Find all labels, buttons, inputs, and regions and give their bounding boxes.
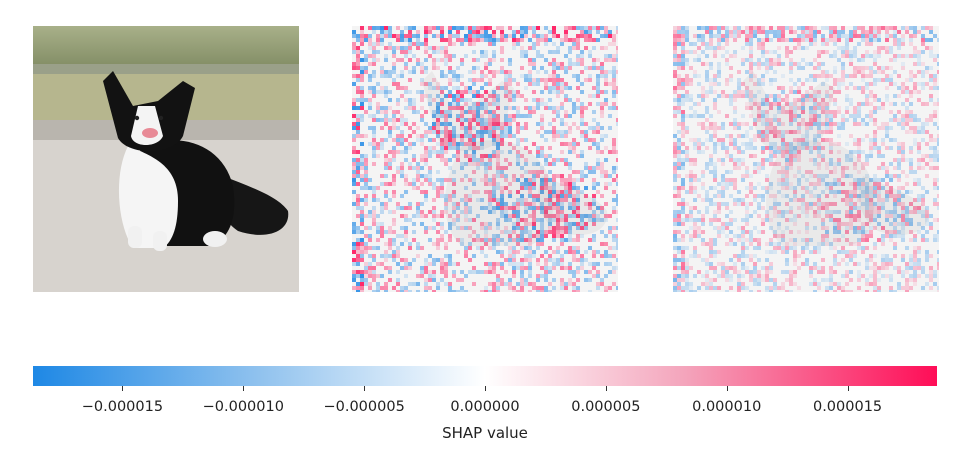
colorbar-tick [726,386,728,391]
shap-heatmap-1 [352,26,618,292]
colorbar-tick-label: 0.000005 [571,399,641,415]
colorbar-tick-label: −0.000015 [81,399,164,415]
colorbar-tick [243,386,245,391]
colorbar-ticks: −0.000015 −0.000010 −0.000005 0.000000 0.000… [33,386,937,426]
colorbar-tick [122,386,124,391]
colorbar-tick-label: 0.000010 [692,399,762,415]
colorbar-label: SHAP value [442,424,528,442]
input-dog-photo [33,26,299,292]
shap-colorbar [33,366,937,386]
colorbar-tick [605,386,607,391]
colorbar-tick-label: 0.000000 [450,399,520,415]
colorbar-tick-label: −0.000005 [323,399,405,415]
colorbar-tick [847,386,849,391]
colorbar-tick-label: −0.000010 [202,399,284,415]
colorbar-tick [364,386,366,391]
colorbar-tick [485,386,486,391]
colorbar-tick-label: 0.000015 [812,399,883,415]
shap-heatmap-2 [673,26,939,292]
